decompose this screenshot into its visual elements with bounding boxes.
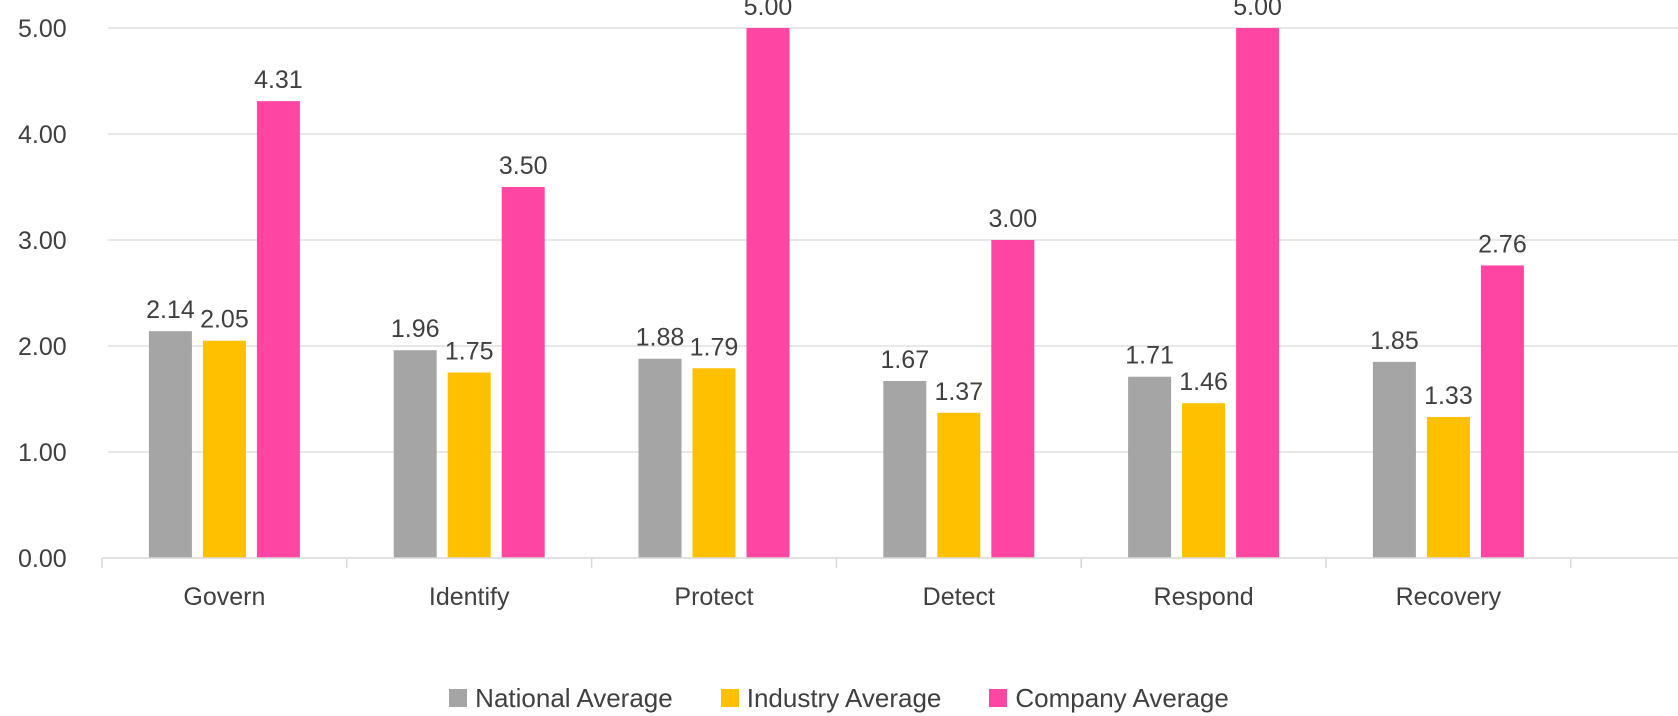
bar-national-average-identify (393, 350, 437, 558)
data-label: 4.31 (254, 66, 303, 94)
x-axis (101, 557, 1678, 568)
bar-company-average-respond (1236, 28, 1280, 558)
bar-company-average-recovery (1480, 265, 1524, 558)
data-label: 5.00 (1233, 0, 1282, 21)
legend-swatch-industry-average (720, 689, 739, 707)
bar-national-average-govern (148, 331, 192, 558)
bar-industry-average-protect (692, 368, 736, 558)
y-tick-label: 3.00 (18, 227, 67, 255)
data-label: 1.46 (1179, 368, 1228, 396)
legend-swatch-company-average (989, 689, 1008, 707)
bar-company-average-detect (991, 240, 1035, 558)
legend-swatch-national-average (449, 689, 468, 707)
bar-industry-average-respond (1182, 403, 1226, 558)
x-category-label: Detect (923, 583, 995, 611)
bar-national-average-recovery (1372, 361, 1416, 558)
data-label: 1.79 (690, 333, 739, 361)
bar-industry-average-govern (202, 340, 246, 558)
x-category-label: Identify (429, 583, 510, 611)
data-label: 1.67 (880, 346, 929, 374)
data-label: 1.85 (1370, 327, 1419, 355)
bars (148, 28, 1524, 558)
bar-company-average-protect (746, 28, 790, 558)
x-category-label: Protect (674, 583, 753, 611)
bar-national-average-detect (883, 380, 927, 558)
legend-label-industry-average: Industry Average (746, 682, 942, 713)
data-label: 1.88 (636, 324, 685, 352)
data-label: 1.96 (391, 315, 440, 343)
data-label: 1.33 (1424, 382, 1473, 410)
data-label: 1.75 (445, 338, 494, 366)
legend: National Average Industry Average Compan… (0, 680, 1678, 716)
data-label: 1.37 (934, 378, 983, 406)
x-axis-category-labels: Govern Identify Protect Detect Respond Recove… (183, 583, 1501, 611)
bar-national-average-protect (638, 358, 682, 558)
bar-chart-plot: 0.00 1.00 2.00 3.00 4.00 5.00 2.14 2.05 4.31 1.9… (18, 0, 1678, 611)
bar-industry-average-detect (937, 412, 981, 558)
data-label: 2.76 (1478, 230, 1527, 258)
bar-company-average-govern (256, 101, 300, 558)
data-label: 3.50 (499, 152, 548, 180)
data-label: 5.00 (744, 0, 793, 21)
data-label: 2.14 (146, 296, 195, 324)
gridlines (108, 27, 1678, 453)
y-tick-label: 5.00 (18, 15, 67, 43)
x-category-label: Recovery (1396, 583, 1502, 611)
y-tick-label: 1.00 (18, 439, 67, 467)
y-axis-tick-labels: 0.00 1.00 2.00 3.00 4.00 5.00 (18, 15, 67, 573)
y-tick-label: 2.00 (18, 333, 67, 361)
x-category-label: Respond (1154, 583, 1254, 611)
legend-label-company-average: Company Average (1015, 682, 1229, 713)
data-label: 3.00 (988, 205, 1037, 233)
data-label: 1.71 (1125, 342, 1174, 370)
bar-industry-average-identify (447, 372, 491, 558)
bar-national-average-respond (1128, 376, 1172, 558)
legend-label-national-average: National Average (475, 682, 673, 713)
bar-company-average-identify (501, 187, 545, 558)
x-category-label: Govern (183, 583, 265, 611)
data-label: 2.05 (200, 306, 249, 334)
legend-item-national-average: National Average (449, 683, 673, 714)
y-tick-label: 0.00 (18, 545, 67, 573)
bar-industry-average-recovery (1426, 417, 1470, 558)
legend-item-industry-average: Industry Average (720, 682, 942, 714)
y-tick-label: 4.00 (18, 121, 67, 149)
data-labels: 2.14 2.05 4.31 1.961.75 3.50 1.88 1.79 5.00 1.67… (146, 0, 1527, 410)
legend-item-company-average: Company Average (989, 682, 1229, 714)
